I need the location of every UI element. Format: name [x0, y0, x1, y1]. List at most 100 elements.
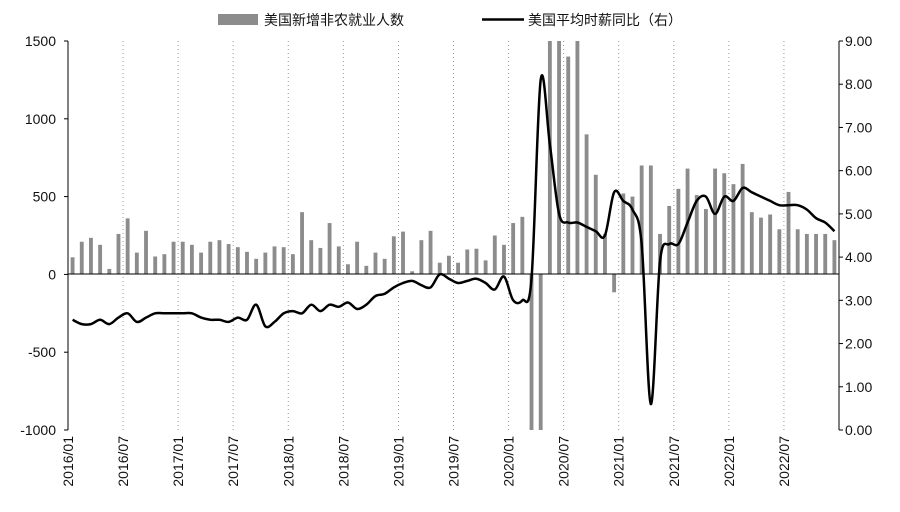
legend-line-label: 美国平均时薪同比（右）	[528, 12, 682, 28]
bar	[162, 254, 167, 275]
bar	[171, 241, 176, 275]
bar	[667, 205, 672, 275]
bar	[768, 214, 773, 275]
bar	[107, 268, 112, 275]
bar	[804, 233, 809, 275]
x-tick-label: 2018/01	[280, 436, 296, 487]
bar	[281, 247, 286, 275]
x-tick-label: 2022/01	[721, 436, 737, 487]
x-tick-label: 2020/01	[501, 436, 517, 487]
bar	[199, 252, 204, 275]
bar	[676, 188, 681, 275]
bar	[437, 262, 442, 275]
bar	[410, 271, 415, 275]
bar	[731, 184, 736, 275]
bar	[795, 229, 800, 275]
y-tick-label-left: -1000	[20, 422, 56, 438]
x-tick-label: 2019/07	[446, 436, 462, 487]
x-tick-label: 2022/07	[776, 436, 792, 487]
bar	[327, 223, 332, 275]
bar	[346, 264, 350, 275]
y-tick-label-right: 3.00	[845, 292, 872, 308]
legend-bar-label: 美国新增非农就业人数	[264, 12, 404, 28]
y-tick-label-left: 500	[33, 189, 57, 205]
bar	[89, 237, 93, 275]
bar	[759, 217, 763, 275]
bar	[245, 251, 249, 275]
bar	[290, 254, 295, 275]
bar	[364, 265, 369, 275]
x-tick-label: 2016/01	[60, 436, 76, 487]
bar	[520, 216, 525, 275]
bar	[814, 233, 818, 275]
bar	[612, 274, 617, 293]
y-tick-label-right: 7.00	[845, 119, 872, 135]
bar	[79, 241, 84, 275]
x-tick-label: 2021/07	[666, 436, 682, 487]
bar	[373, 252, 378, 275]
y-tick-label-right: 5.00	[845, 206, 872, 222]
y-tick-label-left: 1500	[25, 33, 56, 49]
wage-growth-line	[72, 74, 836, 406]
bar	[547, 41, 552, 275]
y-tick-label-left: 1000	[25, 111, 56, 127]
y-tick-label-right: 2.00	[845, 336, 872, 352]
bar	[529, 274, 534, 430]
bar	[134, 252, 139, 275]
bar	[575, 41, 580, 275]
bar	[428, 230, 433, 275]
bar	[538, 274, 543, 430]
bar	[483, 260, 488, 275]
bar	[254, 258, 259, 275]
y-tick-label-right: 6.00	[845, 163, 872, 179]
x-tick-label: 2018/07	[335, 436, 351, 487]
legend: 美国新增非农就业人数 美国平均时薪同比（右）	[218, 12, 682, 28]
bar	[144, 230, 148, 275]
bar-series	[70, 41, 837, 430]
bar	[465, 249, 470, 275]
y-axis-right-labels: 9.00 8.00 7.00 6.00 5.00 4.00 3.00 2.00 1.00 0.00	[839, 33, 872, 438]
bar	[208, 241, 213, 275]
y-tick-label-right: 0.00	[845, 422, 872, 438]
x-tick-label: 2021/01	[611, 436, 627, 487]
bar	[263, 252, 268, 275]
bar	[272, 246, 277, 275]
bar	[593, 174, 598, 275]
bar	[713, 168, 718, 275]
y-axis-left-labels: 1500 1000 500 0 -500 -1000	[20, 33, 68, 438]
bar	[419, 240, 424, 275]
bar	[777, 229, 782, 275]
bar	[603, 233, 607, 275]
bar	[722, 173, 727, 275]
x-axis-labels: 2016/01 2016/07 2017/01 2017/07 2018/01 2018/…	[60, 436, 792, 487]
bar	[391, 236, 396, 275]
bar	[749, 212, 754, 275]
y-tick-label-right: 8.00	[845, 76, 872, 92]
bar	[226, 244, 231, 275]
bar	[786, 191, 791, 275]
x-tick-label: 2017/07	[225, 436, 241, 487]
bar	[98, 244, 103, 275]
x-tick-label: 2017/01	[170, 436, 186, 487]
bar	[648, 165, 653, 275]
bar	[382, 258, 387, 275]
line-series-group	[72, 74, 836, 406]
bar	[557, 41, 561, 275]
bar	[566, 56, 571, 275]
bar	[511, 223, 516, 275]
bar	[116, 233, 121, 275]
bar	[584, 134, 589, 275]
bar	[694, 195, 699, 275]
bar	[235, 247, 240, 275]
legend-bar-swatch	[218, 14, 258, 25]
bar	[309, 240, 314, 275]
y-tick-label-left: 0	[48, 266, 56, 282]
bar	[703, 209, 708, 275]
bar	[401, 231, 405, 275]
bar	[318, 247, 323, 275]
bar	[446, 255, 451, 275]
bar	[70, 257, 75, 275]
bar	[621, 193, 626, 275]
bar	[336, 246, 341, 275]
